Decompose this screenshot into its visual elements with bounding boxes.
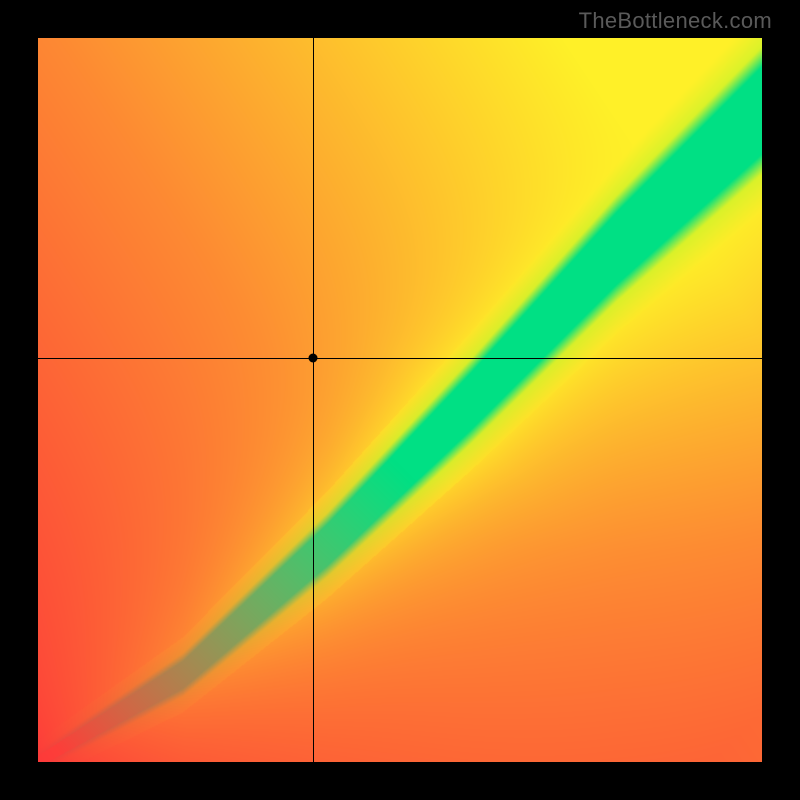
crosshair-dot[interactable] bbox=[309, 354, 318, 363]
crosshair-vertical bbox=[313, 38, 314, 762]
chart-stage: TheBottleneck.com bbox=[0, 0, 800, 800]
heatmap-plot bbox=[38, 38, 762, 762]
crosshair-horizontal bbox=[38, 358, 762, 359]
watermark-text: TheBottleneck.com bbox=[579, 8, 772, 34]
heatmap-canvas bbox=[38, 38, 762, 762]
